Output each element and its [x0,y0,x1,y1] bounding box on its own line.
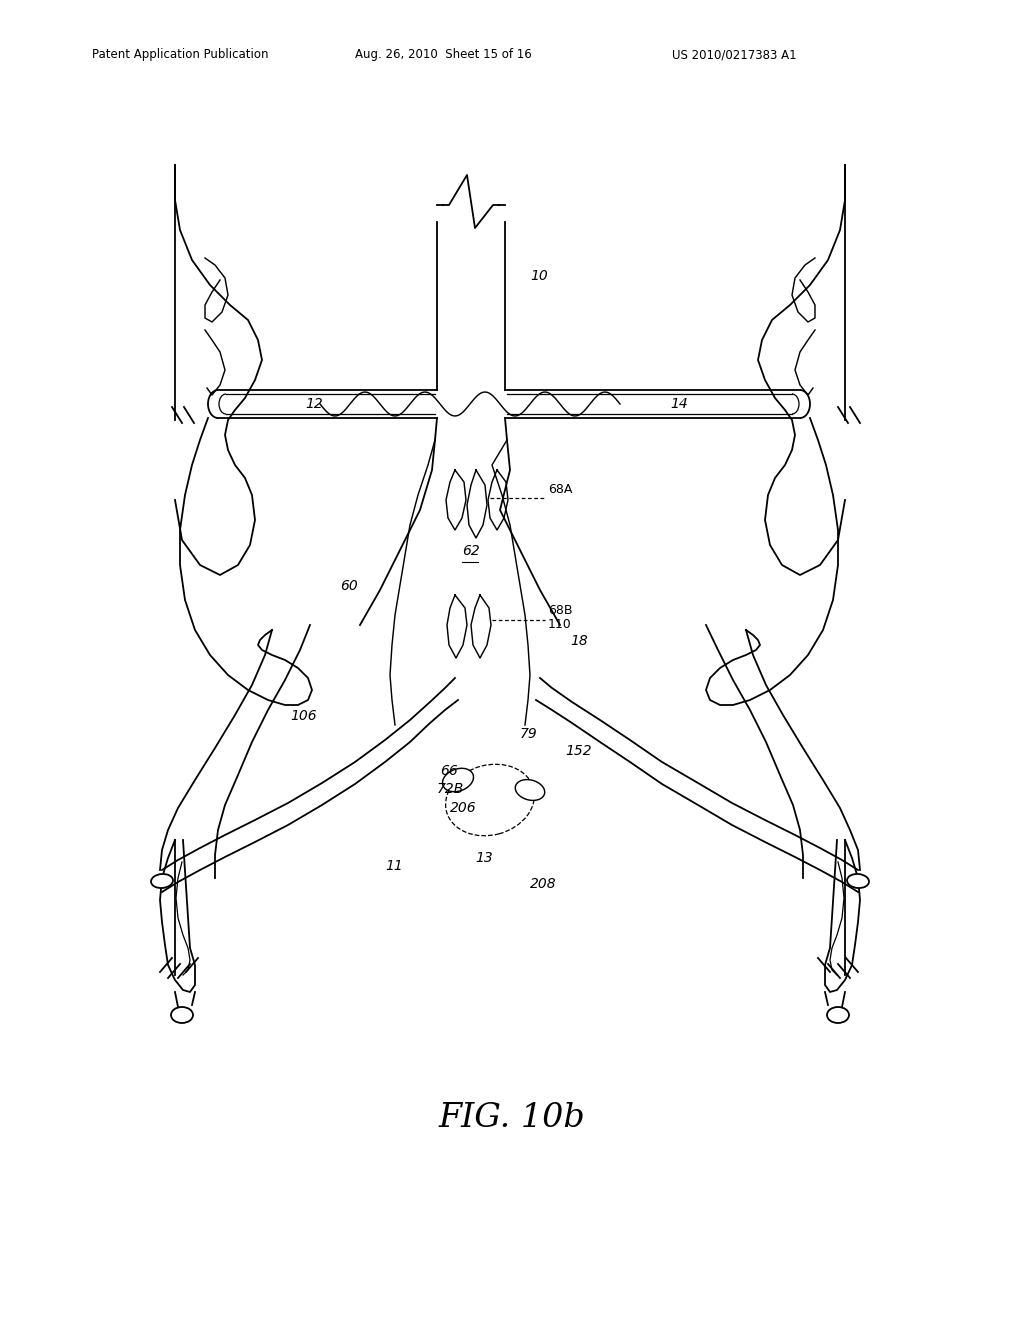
Text: 66: 66 [440,764,458,777]
Text: 18: 18 [570,634,588,648]
Text: 13: 13 [475,851,493,865]
Text: Patent Application Publication: Patent Application Publication [92,48,268,61]
Ellipse shape [515,780,545,800]
Ellipse shape [442,768,473,792]
Text: 10: 10 [530,269,548,282]
Text: 60: 60 [340,579,357,593]
Text: 14: 14 [670,397,688,411]
Ellipse shape [847,874,869,888]
Text: 110: 110 [548,618,571,631]
Ellipse shape [151,874,173,888]
Ellipse shape [171,1007,193,1023]
Text: 208: 208 [530,876,557,891]
Text: 68A: 68A [548,483,572,496]
Ellipse shape [827,1007,849,1023]
Text: 106: 106 [290,709,316,723]
Text: 11: 11 [385,859,402,873]
Text: 206: 206 [450,801,476,814]
Text: 79: 79 [520,727,538,741]
Text: 12: 12 [305,397,323,411]
Text: 72B: 72B [437,781,464,796]
Text: 62: 62 [462,544,480,558]
Text: Aug. 26, 2010  Sheet 15 of 16: Aug. 26, 2010 Sheet 15 of 16 [355,48,531,61]
Text: 152: 152 [565,744,592,758]
Text: US 2010/0217383 A1: US 2010/0217383 A1 [672,48,797,61]
Text: FIG. 10b: FIG. 10b [438,1102,586,1134]
Text: 68B: 68B [548,605,572,616]
